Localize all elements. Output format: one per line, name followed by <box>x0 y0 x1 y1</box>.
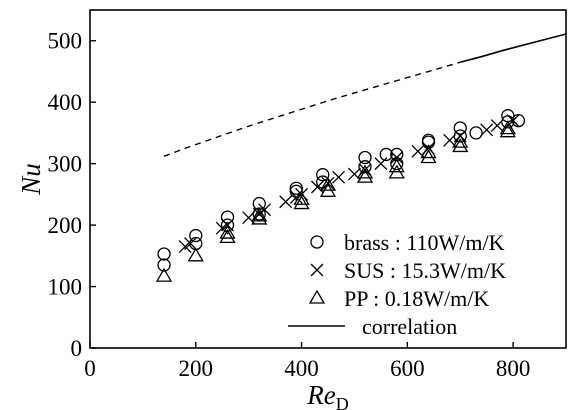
sus-point <box>443 133 457 147</box>
sus-point <box>411 144 425 158</box>
series-correlation <box>163 33 567 157</box>
x-tick-label: 600 <box>390 356 425 381</box>
pp-point <box>499 120 516 135</box>
x-axis-title: ReD <box>306 380 348 410</box>
y-tick-label: 0 <box>71 336 83 361</box>
plot-frame <box>89 9 567 349</box>
sus-point <box>332 170 346 184</box>
brass-point <box>358 150 372 165</box>
x-tick-label: 800 <box>496 356 531 381</box>
pp-point <box>187 247 204 262</box>
pp-point <box>452 138 469 153</box>
legend-marker-pp <box>308 289 326 304</box>
sus-point <box>480 123 494 137</box>
legend-label-brass: brass : 110W/m/K <box>344 230 505 255</box>
series-layer <box>155 33 567 282</box>
brass-point <box>189 228 203 243</box>
brass-point <box>157 258 171 272</box>
legend-label-pp: PP : 0.18W/m/K <box>344 286 489 311</box>
pp-point <box>251 207 268 222</box>
brass-point <box>469 126 483 140</box>
sus-point <box>279 195 293 209</box>
brass-point <box>379 147 393 162</box>
sus-point <box>490 119 504 132</box>
pp-point <box>356 164 374 179</box>
legend: brass : 110W/m/K SUS : 15.3W/m/K PP : 0.18… <box>288 230 506 339</box>
legend-label-sus: SUS : 15.3W/m/K <box>344 258 506 283</box>
pp-point <box>251 210 268 225</box>
sus-point <box>390 151 404 164</box>
pp-point <box>388 158 405 173</box>
x-tick-label: 200 <box>179 356 214 381</box>
x-tick-label: 0 <box>84 356 96 381</box>
sus-point <box>242 211 256 225</box>
pp-point <box>452 133 469 148</box>
pp-point <box>499 123 516 138</box>
y-tick-label: 500 <box>48 29 83 54</box>
y-axis-title: Nu <box>16 163 46 196</box>
series-pp <box>155 120 516 282</box>
pp-point <box>293 190 310 205</box>
y-tick-label: 100 <box>48 275 83 300</box>
y-tick-label: 200 <box>48 213 83 238</box>
y-tick-label: 300 <box>48 152 83 177</box>
correlation-line-solid <box>460 33 567 64</box>
sus-point <box>310 180 324 194</box>
pp-point <box>293 195 310 210</box>
pp-point <box>420 144 437 159</box>
pp-point <box>219 224 236 239</box>
pp-point <box>356 168 374 183</box>
x-tick-label: 400 <box>284 356 319 381</box>
legend-marker-brass <box>310 235 324 249</box>
pp-point <box>420 149 437 164</box>
axes-layer: ReD Nu <box>16 9 567 410</box>
brass-point <box>316 168 330 182</box>
pp-point <box>219 229 236 244</box>
x-axis-title-subscript: D <box>336 394 349 410</box>
brass-point <box>157 247 171 261</box>
pp-point <box>319 176 337 191</box>
sus-point <box>184 237 197 250</box>
sus-point <box>374 157 388 171</box>
legend-label-correlation: correlation <box>362 314 457 339</box>
brass-point <box>358 160 372 174</box>
legend-marker-sus <box>310 263 324 277</box>
brass-point <box>289 181 303 195</box>
correlation-line-dashed <box>163 61 461 157</box>
pp-point <box>155 267 173 282</box>
y-tick-label: 400 <box>48 90 83 115</box>
ticks-layer: 0 200 400 600 800 0 100 200 300 400 500 <box>48 29 531 381</box>
x-axis-title-main: Re <box>306 380 335 410</box>
